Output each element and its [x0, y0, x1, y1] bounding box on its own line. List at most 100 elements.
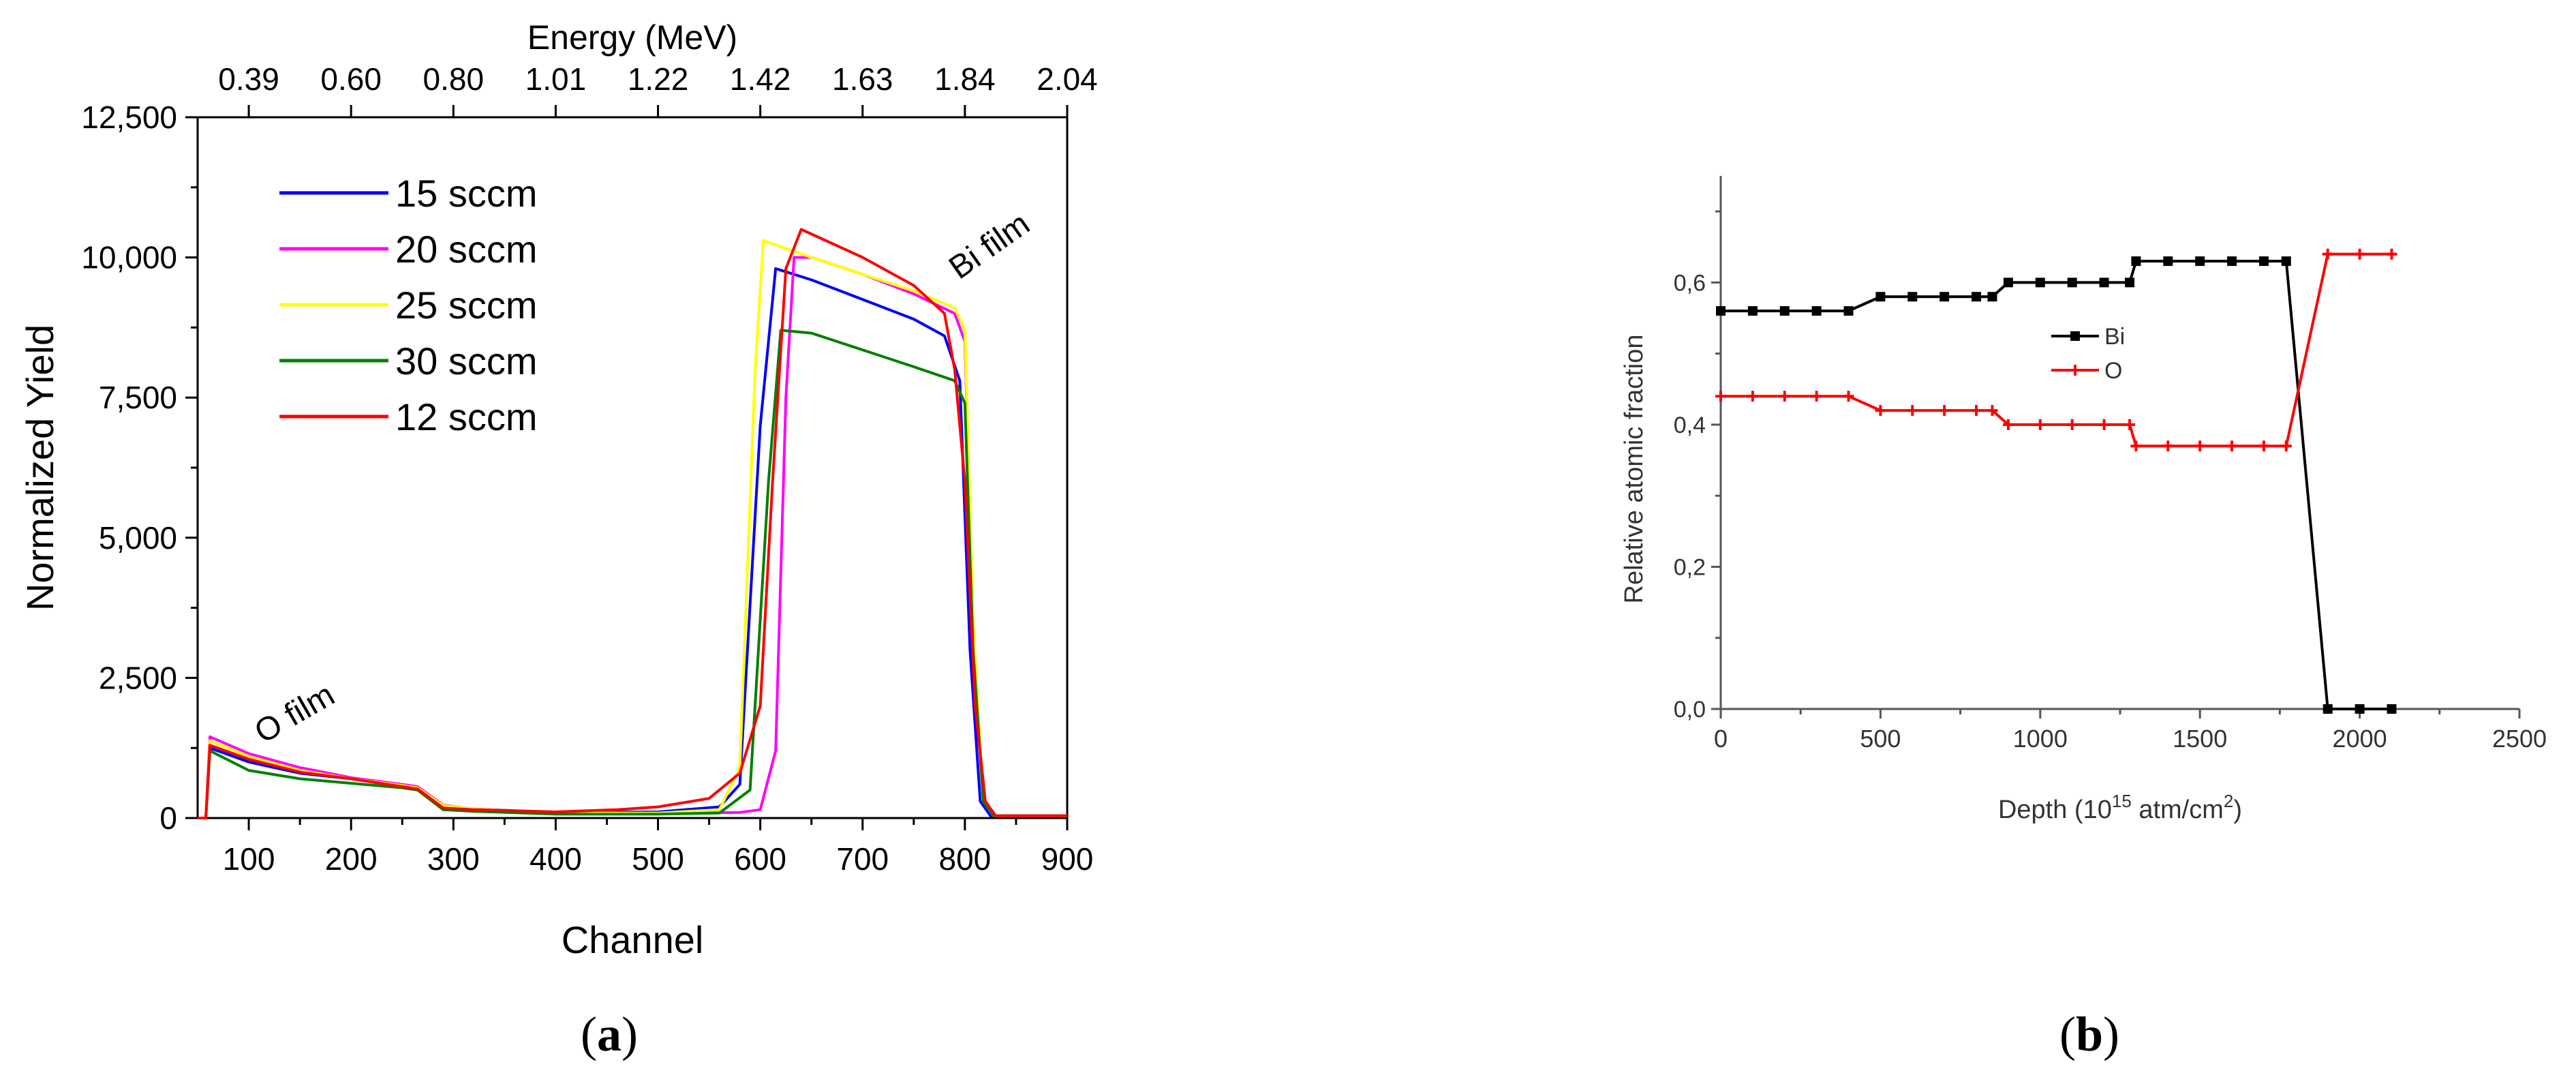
panel-b-marker-star — [1811, 391, 1822, 402]
panel-b-x-tick-label: 0 — [1714, 725, 1728, 753]
panel-a-top-tick-label: 0.80 — [423, 61, 485, 97]
panel-b-x-axis-title-main: Depth (10 — [1998, 796, 2112, 824]
panel-a-x-tick-label: 800 — [939, 841, 992, 877]
panel-b-marker-star — [2002, 419, 2014, 430]
panel-a-x-tick-label: 900 — [1041, 841, 1094, 877]
panel-b-marker-square — [1875, 292, 1886, 302]
panel-a-legend-label: 25 sccm — [395, 284, 538, 327]
panel-a-annotation: O film — [249, 676, 341, 751]
panel-b-marker-square — [2163, 256, 2173, 267]
panel-a-series-line-2 — [198, 239, 1067, 819]
panel-b-marker-star — [2034, 419, 2046, 430]
panel-b-x-axis-title: Depth (1015 atm/cm2) — [1998, 791, 2242, 824]
panel-b-marker-star — [1971, 405, 1982, 417]
panel-b-y-tick-label: 0,6 — [1674, 270, 1706, 296]
panel-b-marker-square — [2258, 256, 2269, 267]
panel-b-marker-star — [2162, 440, 2174, 452]
panel-b-x-axis-title-end: ) — [2233, 796, 2242, 824]
panel-a-top-tick-label: 2.04 — [1037, 61, 1098, 97]
panel-b-marker-star — [1843, 391, 1854, 402]
panel-a-legend-label: 15 sccm — [395, 172, 538, 215]
panel-a-series-line-4 — [198, 228, 1067, 819]
panel-b-legend-label: Bi — [2104, 324, 2125, 350]
panel-b-x-tick-label: 2500 — [2492, 725, 2547, 753]
panel-a-x-tick-label: 700 — [836, 841, 889, 877]
panel-b-marker-square — [1972, 292, 1982, 302]
panel-b-marker-square — [2035, 277, 2045, 288]
panel-b-legend-marker — [2070, 365, 2081, 376]
panel-a-x-tick-label: 500 — [632, 841, 684, 877]
panel-b-x-axis-title-sup: 15 — [2112, 791, 2132, 811]
panel-b-caption: (b) — [2059, 1007, 2120, 1061]
panel-a-series-line-3 — [198, 329, 1067, 819]
panel-b-marker-star — [2066, 419, 2078, 430]
panel-b-legend: Bi O — [2051, 324, 2125, 384]
panel-a-y-axis-title: Normalized Yield — [18, 324, 61, 611]
panel-b-legend-label: O — [2104, 358, 2122, 384]
panel-b-series-line-0 — [1721, 260, 2392, 710]
panel-b-x-axis-title-mid: atm/cm — [2132, 796, 2224, 824]
panel-b-marker-star — [2280, 440, 2292, 452]
panel-b-marker-star — [2226, 440, 2238, 452]
panel-a-y-tick-label: 2,500 — [99, 660, 177, 695]
panel-b-marker-star — [1939, 405, 1950, 417]
panel-a-legend: 15 sccm 20 sccm 25 sccm 30 sccm 12 sccm — [279, 172, 538, 438]
panel-b-x-tick-label: 1000 — [2013, 725, 2068, 753]
panel-b-marker-star — [2098, 419, 2110, 430]
panel-a-x-tick-label: 600 — [734, 841, 786, 877]
panel-a-chart: Energy (MeV) Channel Normalized Yield 10… — [18, 18, 1098, 961]
panel-b-marker-square — [2355, 704, 2365, 714]
panel-b-marker-star — [2124, 419, 2136, 430]
panel-a-x-tick-label: 300 — [427, 841, 480, 877]
panel-b-marker-square — [2281, 256, 2291, 267]
panel-b-marker-star — [2386, 248, 2397, 260]
panel-a-legend-label: 20 sccm — [395, 228, 538, 271]
panel-b-caption-letter: b — [2075, 1007, 2104, 1061]
panel-b-marker-star — [2354, 248, 2365, 260]
panel-a-x-tick-label: 400 — [530, 841, 582, 877]
panel-b-marker-square — [2131, 256, 2141, 267]
panel-b-marker-star — [2194, 440, 2206, 452]
panel-a-top-tick-label: 1.42 — [730, 61, 791, 97]
panel-a-annotation: Bi film — [942, 206, 1036, 286]
panel-b-marker-star — [1875, 405, 1886, 417]
panel-b-marker-square — [2003, 277, 2013, 288]
panel-a-y-tick-label: 0 — [159, 800, 177, 836]
panel-b-marker-square — [1811, 306, 1822, 316]
panel-b-y-tick-label: 0,4 — [1674, 412, 1706, 438]
panel-b-x-axis-title-sup2: 2 — [2224, 791, 2233, 811]
panel-a-y-tick-label: 10,000 — [81, 240, 177, 275]
panel-b-marker-square — [2099, 277, 2109, 288]
panel-b-marker-square — [2067, 277, 2077, 288]
panel-a-top-tick-label: 1.63 — [832, 61, 893, 97]
panel-a-top-tick-label: 1.22 — [628, 61, 689, 97]
panel-b-marker-star — [1987, 405, 1998, 417]
panel-b-marker-square — [1907, 292, 1918, 302]
panel-a-top-tick-label: 1.84 — [934, 61, 996, 97]
panel-b-marker-square — [1843, 306, 1854, 316]
panel-a-series-line-1 — [198, 256, 1067, 819]
panel-a-x-tick-label: 200 — [325, 841, 378, 877]
panel-a-caption-letter: a — [596, 1007, 622, 1061]
panel-b-marker-square — [2195, 256, 2205, 267]
panel-a-legend-label: 30 sccm — [395, 339, 538, 382]
panel-a-y-tick-label: 12,500 — [81, 100, 177, 135]
panel-b-marker-square — [1939, 292, 1950, 302]
panel-a-legend-label: 12 sccm — [395, 395, 538, 438]
panel-b-x-tick-label: 500 — [1860, 725, 1901, 753]
panel-b-marker-square — [2227, 256, 2237, 267]
panel-a-x-tick-label: 100 — [223, 841, 275, 877]
panel-b-marker-square — [2387, 704, 2397, 714]
panel-b-marker-square — [2322, 704, 2333, 714]
panel-b-x-tick-label: 2000 — [2333, 725, 2387, 753]
panel-b-marker-square — [1747, 306, 1758, 316]
panel-b-marker-square — [1716, 306, 1726, 316]
panel-a-series-line-0 — [198, 267, 1067, 819]
panel-b-marker-star — [1715, 391, 1726, 402]
panel-b-marker-star — [2130, 440, 2142, 452]
panel-a-x-axis-title: Channel — [562, 918, 704, 961]
panel-b-marker-star — [1779, 391, 1790, 402]
panel-a-y-tick-label: 7,500 — [99, 380, 177, 415]
panel-b-y-tick-label: 0,0 — [1674, 697, 1706, 723]
